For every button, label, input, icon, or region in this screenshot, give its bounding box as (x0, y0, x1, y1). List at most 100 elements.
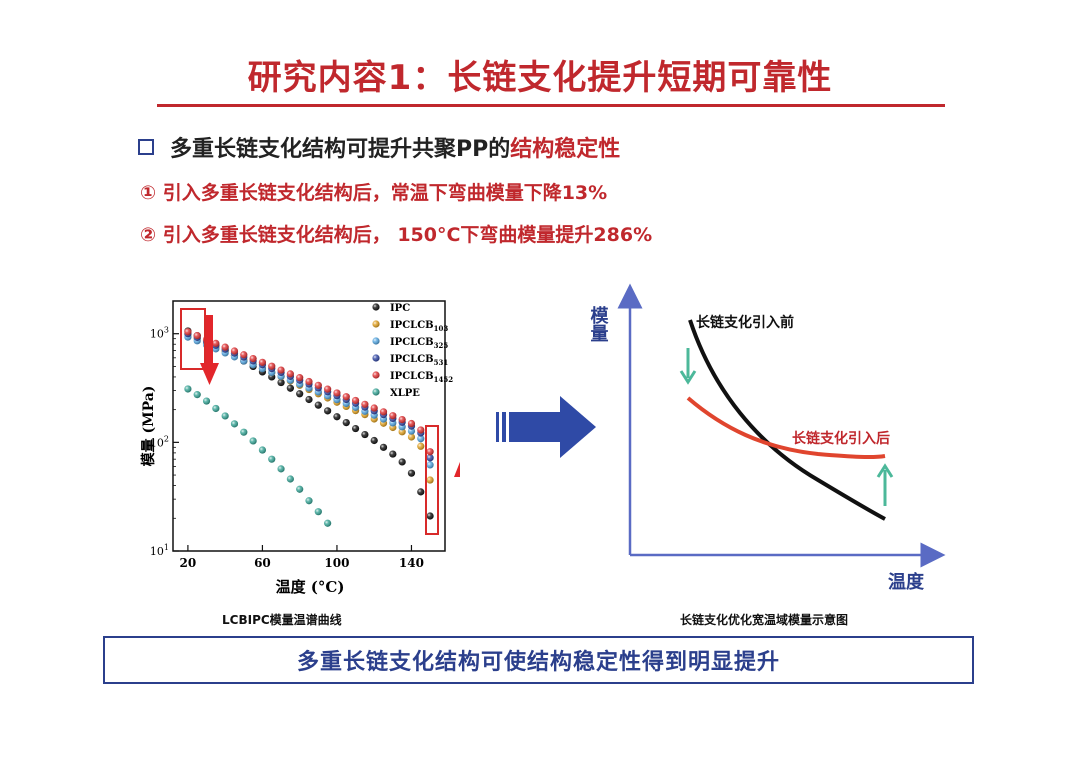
data-point-shading (417, 488, 425, 496)
modulus-temperature-chart: 20 60 100 140 101 102 103 IPC IPCLCB103 IPCLCB32… (140, 300, 460, 596)
legend-marker-shading (372, 303, 380, 311)
data-point-shading (417, 442, 425, 450)
x-axis-label: 温度 (°C) (276, 578, 345, 596)
y-axis-label: 模量 (MPa) (140, 386, 157, 467)
data-point-shading (389, 412, 397, 420)
data-point-shading (379, 408, 388, 416)
data-point-shading (398, 415, 406, 424)
data-point-shading (212, 404, 220, 413)
left-chart-caption: LCBIPC模量温谱曲线 (222, 613, 342, 627)
y-axis-label: 模量 (588, 305, 609, 342)
legend-marker-shading (372, 320, 380, 328)
curve-after-label: 长链支化引入后 (792, 430, 890, 447)
y-tick-label: 103 (150, 326, 169, 341)
x-tick-label: 100 (324, 556, 349, 570)
data-point-shading (333, 389, 341, 397)
data-point-shading (230, 347, 239, 355)
curve-before-label: 长链支化引入前 (696, 314, 794, 331)
data-point-shading (193, 391, 201, 399)
data-point-shading (426, 461, 434, 469)
data-point-shading (240, 428, 248, 436)
legend-label: XLPE (390, 388, 420, 399)
data-point-shading (258, 446, 267, 454)
data-point-shading (351, 396, 360, 405)
data-point-shading (407, 469, 416, 477)
finding-1: ① 引入多重长链支化结构后，常温下弯曲模量下降13% (140, 182, 608, 204)
red-down-arrow-icon (200, 315, 219, 385)
title-underline (157, 104, 945, 107)
curve-after-lcb (686, 396, 886, 460)
data-point-shading (277, 378, 285, 387)
right-chart-caption: 长链支化优化宽温域模量示意图 (680, 613, 849, 627)
square-bullet-icon (138, 139, 154, 155)
x-tick-label: 140 (399, 556, 424, 570)
red-up-arrow-icon (454, 461, 460, 477)
y-tick-label: 101 (150, 543, 169, 558)
data-point-shading (407, 427, 416, 435)
data-point-shading (277, 465, 285, 473)
slide-title: 研究内容1：长链支化提升短期可靠性 (247, 58, 833, 98)
data-point-shading (398, 458, 406, 466)
right-arrow-icon (496, 396, 596, 458)
data-point-shading (184, 385, 192, 393)
data-point-shading (417, 435, 425, 443)
data-point-shading (277, 366, 285, 374)
data-point-shading (426, 448, 434, 456)
x-axis-label: 温度 (888, 571, 925, 593)
data-point-shading (249, 437, 257, 445)
finding-2: ② 引入多重长链支化结构后， 150°C下弯曲模量提升286% (140, 224, 653, 246)
data-point-shading (398, 428, 406, 436)
bullet-point: 多重长链支化结构可提升共聚PP的结构稳定性 (170, 131, 620, 163)
curve-before-lcb (688, 319, 886, 521)
data-point-shading (240, 351, 248, 359)
x-tick-label: 20 (180, 556, 197, 570)
legend-label: IPCLCB325 (390, 337, 448, 350)
data-point-shading (389, 450, 397, 458)
legend-label: IPC (390, 303, 410, 314)
data-point-shading (314, 508, 322, 516)
data-point-shading (361, 430, 369, 439)
data-point-shading (370, 404, 378, 412)
data-point-shading (296, 374, 304, 382)
data-point-shading (258, 358, 267, 366)
data-point-shading (296, 485, 304, 493)
data-point-shading (370, 436, 378, 445)
data-point-shading (221, 412, 229, 420)
data-point-shading (249, 355, 257, 363)
data-point-shading (314, 381, 322, 389)
modulus-schematic-chart: 模量 温度 长链支化引入前 长链支化引入后 (588, 283, 946, 593)
data-point-shading (407, 419, 416, 428)
legend-marker-shading (372, 354, 380, 362)
legend-label: IPCLCB531 (390, 354, 448, 367)
data-point-shading (230, 420, 239, 428)
data-point-shading (324, 407, 332, 415)
data-point-shading (193, 332, 201, 340)
data-point-shading (286, 370, 294, 378)
data-point-shading (361, 400, 369, 408)
data-point-shading (268, 455, 276, 463)
legend-marker-shading (372, 371, 380, 379)
data-point-shading (305, 497, 313, 505)
data-point-shading (324, 385, 332, 393)
data-point-shading (286, 475, 294, 483)
data-point-shading (426, 454, 434, 462)
data-point-shading (305, 377, 313, 386)
down-arrow-icon (679, 348, 697, 385)
data-point-shading (426, 512, 434, 520)
data-point-shading (417, 426, 425, 434)
conclusion-text: 多重长链支化结构可使结构稳定性得到明显提升 (296, 650, 780, 675)
data-point-shading (286, 384, 294, 392)
data-point-shading (342, 393, 350, 401)
x-tick-label: 60 (254, 556, 271, 570)
data-point-shading (379, 443, 388, 451)
plot-frame (172, 300, 446, 552)
conclusion-banner: 多重长链支化结构可使结构稳定性得到明显提升 (103, 636, 974, 684)
data-point-shading (184, 328, 192, 336)
data-point-shading (212, 339, 220, 347)
up-arrow-icon (876, 463, 894, 506)
data-point-shading (202, 397, 211, 405)
data-point-shading (305, 395, 313, 404)
highlight-box-low-temp (180, 308, 206, 370)
data-point-shading (268, 362, 276, 370)
bullet-highlight: 结构稳定性 (510, 137, 621, 162)
